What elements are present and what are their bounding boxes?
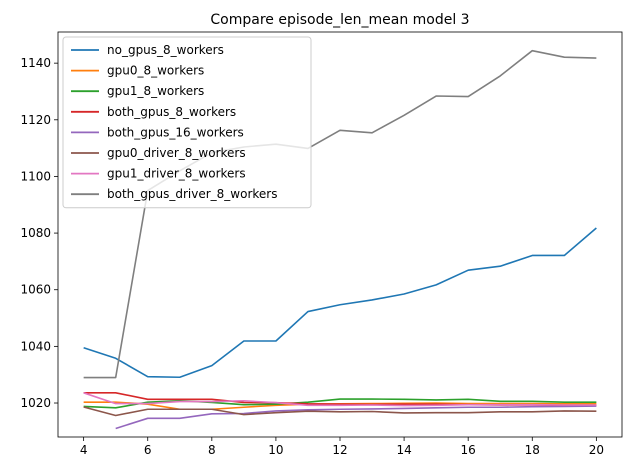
y-tick-label: 1060 — [20, 283, 51, 297]
legend-label: no_gpus_8_workers — [107, 43, 224, 57]
x-tick-label: 6 — [144, 443, 152, 457]
x-tick-label: 12 — [332, 443, 347, 457]
y-tick-label: 1140 — [20, 56, 51, 70]
legend-label: both_gpus_16_workers — [107, 125, 244, 139]
x-tick-label: 20 — [589, 443, 604, 457]
x-tick-label: 16 — [461, 443, 476, 457]
series-line-gpu1_driver_8_workers — [83, 392, 597, 407]
legend-label: gpu1_driver_8_workers — [107, 167, 246, 181]
legend-label: gpu1_8_workers — [107, 84, 204, 98]
x-tick-label: 4 — [80, 443, 88, 457]
x-tick-label: 8 — [208, 443, 216, 457]
series-line-no_gpus_8_workers — [83, 227, 597, 379]
legend-label: both_gpus_driver_8_workers — [107, 187, 277, 201]
chart-title: Compare episode_len_mean model 3 — [210, 12, 469, 28]
series-line-gpu1_8_workers — [83, 398, 597, 409]
y-tick-label: 1100 — [20, 169, 51, 183]
series-line-both_gpus_16_workers — [115, 405, 597, 430]
legend-box — [62, 36, 312, 209]
x-tick-label: 14 — [396, 443, 411, 457]
lines-layer — [83, 49, 597, 430]
legend-label: gpu0_driver_8_workers — [107, 146, 246, 160]
legend: no_gpus_8_workers gpu0_8_workers gpu1_8_wo… — [62, 36, 312, 209]
y-tick-label: 1080 — [20, 226, 51, 240]
series-line-gpu0_driver_8_workers — [83, 406, 597, 417]
y-tick-label: 1040 — [20, 339, 51, 353]
x-tick-label: 10 — [268, 443, 283, 457]
legend-label: gpu0_8_workers — [107, 64, 204, 78]
y-axis: 1020 1040 1060 1080 1100 1120 1140 — [20, 56, 58, 410]
x-tick-label: 18 — [525, 443, 540, 457]
x-axis: 4 6 8 10 12 14 16 18 20 — [80, 437, 604, 457]
y-tick-label: 1020 — [20, 396, 51, 410]
legend-label: both_gpus_8_workers — [107, 105, 236, 119]
y-tick-label: 1120 — [20, 113, 51, 127]
